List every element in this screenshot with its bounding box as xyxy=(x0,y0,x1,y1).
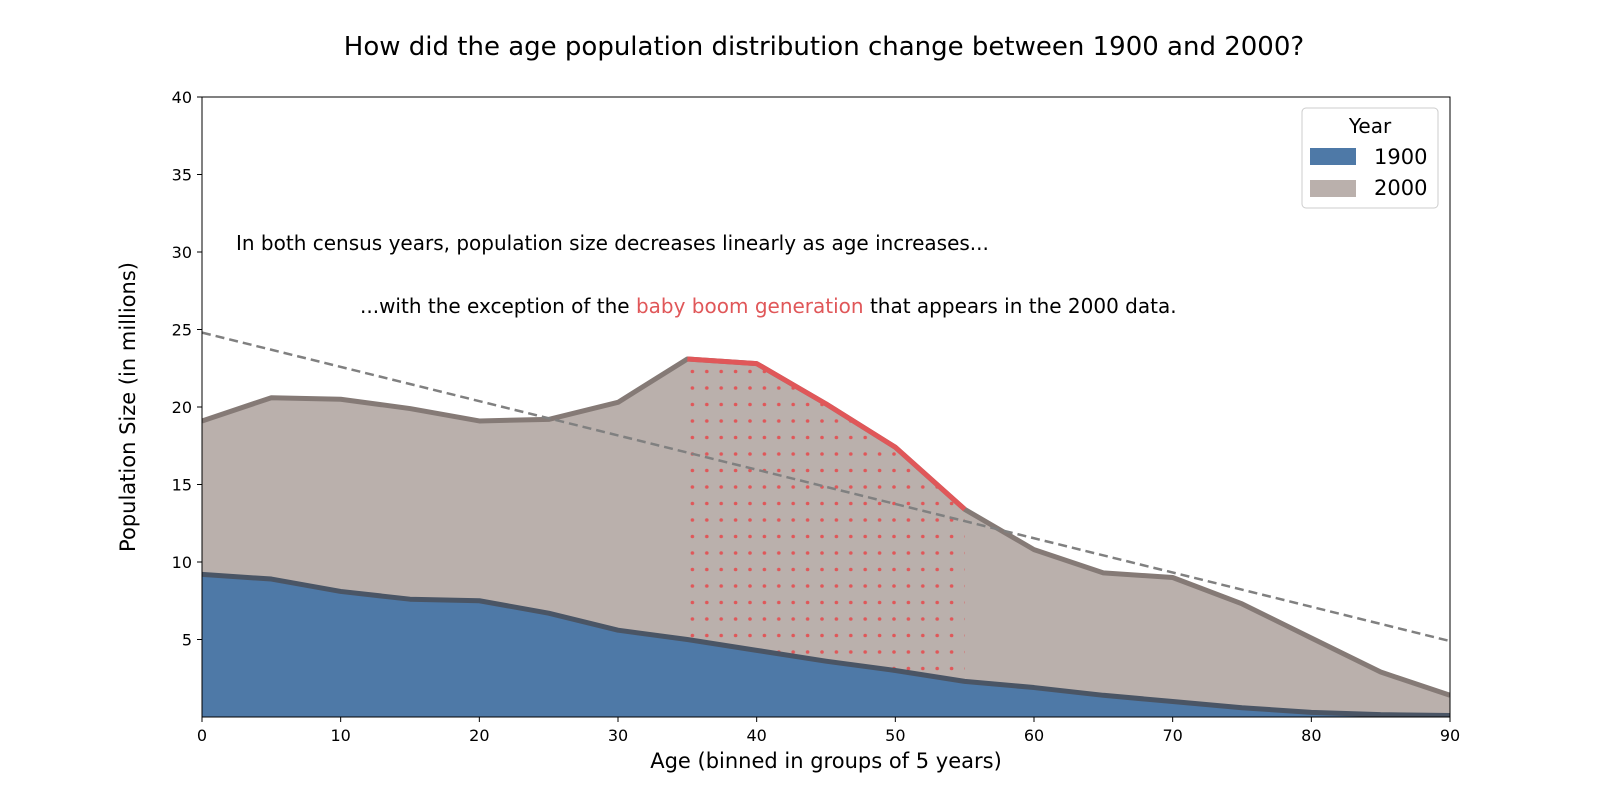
chart-title: How did the age population distribution … xyxy=(344,32,1304,62)
x-tick-label: 90 xyxy=(1440,726,1460,745)
legend-swatch-1900 xyxy=(1310,148,1356,165)
annotation-linear-decrease: In both census years, population size de… xyxy=(236,231,989,255)
legend-label-1900: 1900 xyxy=(1374,145,1427,169)
y-tick-label: 25 xyxy=(172,321,192,340)
trendline xyxy=(202,331,1450,643)
annotation-text-before: ...with the exception of the xyxy=(360,294,636,318)
annotation-text-after: that appears in the 2000 data. xyxy=(864,294,1177,318)
x-tick-label: 0 xyxy=(197,726,207,745)
y-tick-label: 10 xyxy=(172,553,192,572)
x-tick-label: 50 xyxy=(885,726,905,745)
legend: Year 1900 2000 xyxy=(1301,107,1439,209)
annotation-baby-boom: ...with the exception of the baby boom g… xyxy=(360,294,1177,318)
legend-title: Year xyxy=(1348,114,1392,138)
baby-boom-line xyxy=(687,356,967,512)
line-1900 xyxy=(202,571,1450,717)
area-1900 xyxy=(202,574,1450,717)
y-tick-label: 20 xyxy=(172,398,192,417)
annotation-highlight-text: baby boom generation xyxy=(636,294,864,318)
x-tick-label: 20 xyxy=(469,726,489,745)
x-tick-label: 80 xyxy=(1301,726,1321,745)
x-axis-label: Age (binned in groups of 5 years) xyxy=(650,749,1002,773)
legend-label-2000: 2000 xyxy=(1374,176,1427,200)
y-tick-label: 15 xyxy=(172,476,192,495)
x-tick-label: 40 xyxy=(746,726,766,745)
y-tick-label: 5 xyxy=(182,631,192,650)
x-tick-label: 70 xyxy=(1162,726,1182,745)
x-tick-label: 10 xyxy=(330,726,350,745)
y-tick-label: 40 xyxy=(172,88,192,107)
y-tick-label: 35 xyxy=(172,166,192,185)
legend-swatch-2000 xyxy=(1310,180,1356,197)
baby-boom-region xyxy=(687,358,965,682)
y-axis-label: Population Size (in millions) xyxy=(116,262,140,552)
x-tick-label: 60 xyxy=(1024,726,1044,745)
y-tick-label: 30 xyxy=(172,243,192,262)
x-tick-label: 30 xyxy=(608,726,628,745)
